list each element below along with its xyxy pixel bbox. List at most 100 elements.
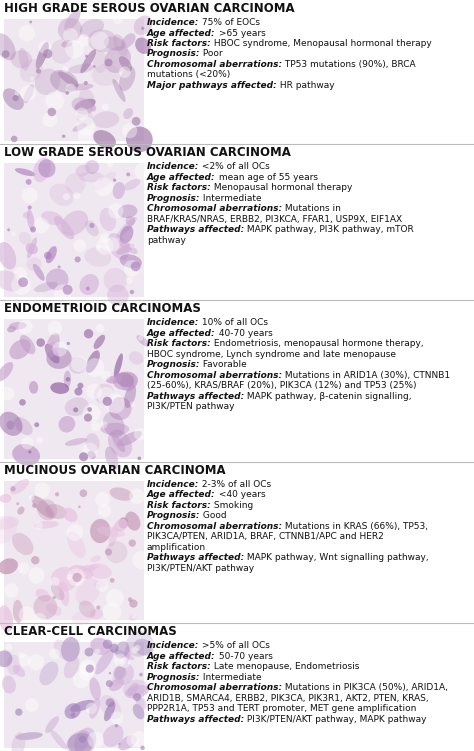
Text: (25-60%), KRAS/BRAF (20%), PIK3CA (12%) and TP53 (25%): (25-60%), KRAS/BRAF (20%), PIK3CA (12%) … [147, 382, 417, 391]
Ellipse shape [27, 257, 42, 271]
Text: Smoking: Smoking [210, 501, 253, 510]
Ellipse shape [109, 397, 132, 420]
Ellipse shape [119, 56, 132, 71]
Circle shape [130, 290, 134, 294]
Circle shape [28, 567, 45, 584]
Circle shape [44, 252, 52, 259]
Ellipse shape [73, 123, 87, 131]
Circle shape [65, 91, 69, 95]
Circle shape [124, 260, 140, 276]
Circle shape [76, 116, 95, 136]
Text: Chromosomal aberrations:: Chromosomal aberrations: [147, 371, 282, 380]
Bar [4, 481, 144, 620]
Circle shape [129, 488, 145, 504]
Ellipse shape [112, 79, 126, 102]
Circle shape [106, 589, 124, 607]
Ellipse shape [108, 430, 132, 457]
Ellipse shape [88, 563, 111, 579]
Text: ENDOMETRIOID CARCINOMAS: ENDOMETRIOID CARCINOMAS [4, 303, 201, 315]
Circle shape [102, 104, 109, 110]
Text: 40-70 years: 40-70 years [216, 329, 273, 338]
Text: Age affected:: Age affected: [147, 173, 216, 182]
Ellipse shape [103, 268, 128, 292]
Circle shape [78, 665, 94, 680]
Ellipse shape [9, 339, 31, 360]
Circle shape [75, 107, 88, 120]
Circle shape [115, 724, 118, 728]
Ellipse shape [3, 89, 24, 110]
Circle shape [52, 342, 67, 357]
Ellipse shape [135, 38, 151, 54]
Text: Risk factors:: Risk factors: [147, 339, 210, 348]
Circle shape [91, 422, 100, 431]
Ellipse shape [109, 525, 118, 547]
Circle shape [137, 457, 141, 460]
Ellipse shape [118, 204, 137, 218]
Ellipse shape [79, 172, 104, 182]
Text: Incidence:: Incidence: [147, 480, 199, 489]
Circle shape [94, 177, 113, 196]
Ellipse shape [58, 71, 79, 87]
Ellipse shape [126, 216, 135, 226]
Text: Pathways affected:: Pathways affected: [147, 392, 244, 401]
Circle shape [54, 284, 72, 302]
Ellipse shape [0, 33, 16, 60]
Ellipse shape [100, 423, 129, 436]
Circle shape [114, 653, 127, 667]
Ellipse shape [85, 433, 100, 451]
Ellipse shape [83, 566, 96, 572]
Ellipse shape [134, 639, 154, 656]
Text: Chromosomal aberrations:: Chromosomal aberrations: [147, 522, 282, 531]
Ellipse shape [50, 39, 73, 64]
Ellipse shape [91, 556, 101, 562]
Ellipse shape [45, 716, 59, 733]
Ellipse shape [93, 50, 107, 73]
Circle shape [31, 556, 39, 565]
Circle shape [12, 95, 18, 101]
Circle shape [98, 504, 111, 517]
Circle shape [84, 81, 88, 85]
Circle shape [66, 377, 70, 382]
Ellipse shape [67, 733, 94, 751]
Circle shape [126, 277, 133, 284]
Ellipse shape [29, 381, 38, 394]
Text: Incidence:: Incidence: [147, 318, 199, 327]
Circle shape [110, 578, 115, 583]
Text: Chromosomal aberrations:: Chromosomal aberrations: [147, 60, 282, 69]
Ellipse shape [9, 322, 27, 330]
Circle shape [81, 662, 91, 673]
Circle shape [28, 654, 45, 670]
Ellipse shape [7, 421, 14, 430]
Ellipse shape [12, 444, 40, 466]
Text: Risk factors:: Risk factors: [147, 39, 210, 48]
Circle shape [77, 383, 83, 389]
Ellipse shape [85, 160, 99, 174]
Circle shape [103, 397, 112, 406]
Ellipse shape [0, 494, 11, 503]
Text: Prognosis:: Prognosis: [147, 511, 201, 520]
Circle shape [74, 256, 81, 263]
Ellipse shape [113, 372, 138, 390]
Ellipse shape [64, 703, 81, 719]
Ellipse shape [41, 211, 63, 225]
Ellipse shape [63, 508, 78, 522]
Text: Poor: Poor [201, 50, 223, 59]
Ellipse shape [103, 412, 125, 438]
Ellipse shape [119, 67, 136, 91]
Circle shape [67, 569, 85, 586]
Circle shape [47, 107, 56, 116]
Ellipse shape [36, 42, 49, 69]
Circle shape [10, 486, 16, 491]
Ellipse shape [34, 520, 59, 529]
Circle shape [74, 388, 82, 396]
Ellipse shape [79, 88, 95, 112]
Ellipse shape [70, 565, 93, 579]
Text: BRAF/KRAS/NRAS, ERBB2, PI3KCA, FFAR1, USP9X, EIF1AX: BRAF/KRAS/NRAS, ERBB2, PI3KCA, FFAR1, US… [147, 215, 402, 224]
Ellipse shape [118, 735, 137, 750]
Circle shape [126, 173, 130, 176]
Ellipse shape [26, 243, 38, 254]
Circle shape [128, 597, 132, 602]
Circle shape [107, 161, 113, 167]
Ellipse shape [104, 36, 125, 51]
Ellipse shape [125, 511, 140, 531]
